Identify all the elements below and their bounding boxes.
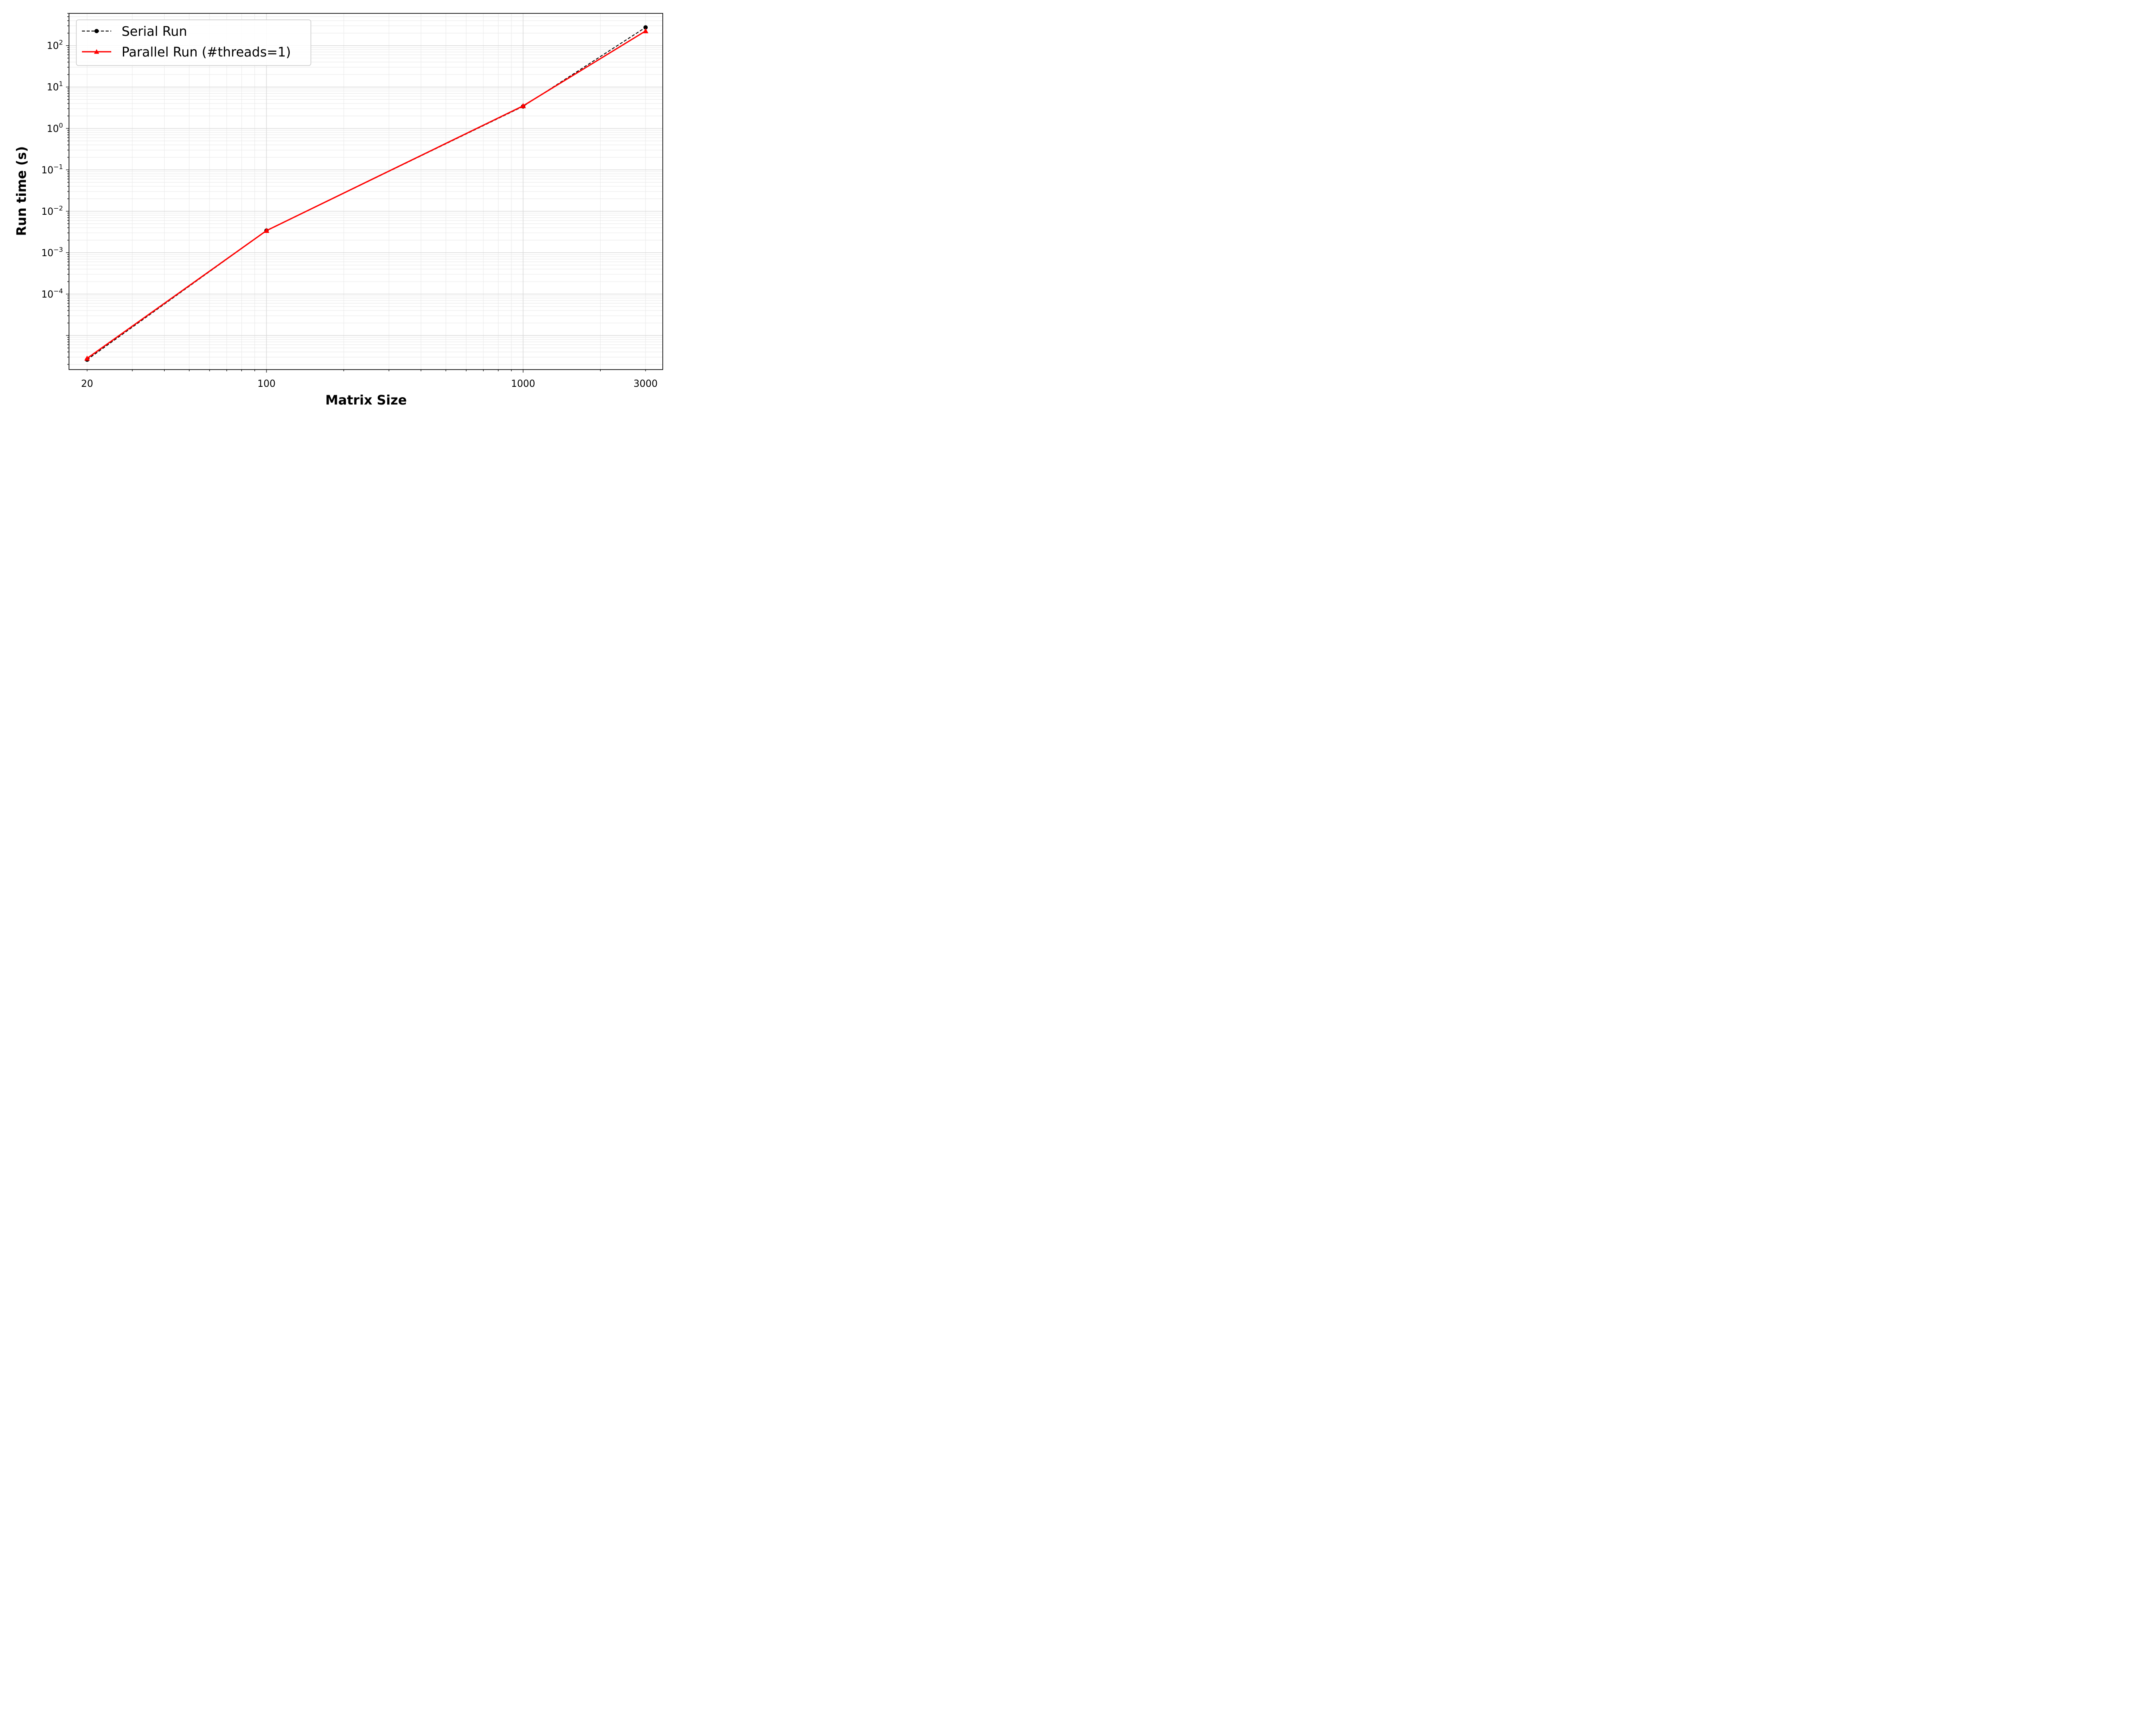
data-point-series-2 [84, 355, 90, 361]
x-tick-label: 1000 [511, 379, 535, 389]
data-point-series-1 [643, 25, 648, 30]
legend-label-2: Parallel Run (#threads=1) [122, 45, 291, 60]
data-point-series-2 [642, 28, 649, 34]
y-tick-label: 101 [47, 80, 63, 93]
data-point-series-2 [520, 103, 526, 108]
series-line-2 [87, 30, 646, 359]
data-point-series-2 [263, 228, 270, 233]
y-tick-label: 10−4 [41, 287, 63, 300]
y-tick-label: 100 [47, 122, 63, 135]
y-tick-label: 102 [47, 39, 63, 52]
x-tick-label: 3000 [633, 379, 658, 389]
chart: 20 100 1000 3000 10−4 10−3 10−2 10−1 100 101 102 M… [0, 0, 674, 417]
legend-box [76, 19, 311, 66]
legend-marker-1 [94, 29, 99, 33]
legend-marker-2 [94, 49, 99, 54]
tick-labels: 20 100 1000 3000 10−4 10−3 10−2 10−1 100 101 102 [41, 39, 658, 389]
series-layer [84, 25, 649, 362]
y-tick-label: 10−3 [41, 246, 63, 259]
x-tick-label: 20 [81, 379, 93, 389]
x-tick-label: 100 [257, 379, 276, 389]
grid-minor [69, 13, 663, 370]
axis-ticks [66, 13, 646, 373]
y-axis-title: Run time (s) [14, 146, 29, 236]
chart-background [0, 0, 674, 417]
legend-label-1: Serial Run [122, 24, 187, 39]
x-axis-title: Matrix Size [325, 393, 407, 408]
y-tick-label: 10−2 [41, 204, 63, 217]
legend: Serial Run Parallel Run (#threads=1) [76, 19, 311, 66]
y-tick-label: 10−1 [41, 163, 63, 176]
grid-major [69, 13, 663, 370]
